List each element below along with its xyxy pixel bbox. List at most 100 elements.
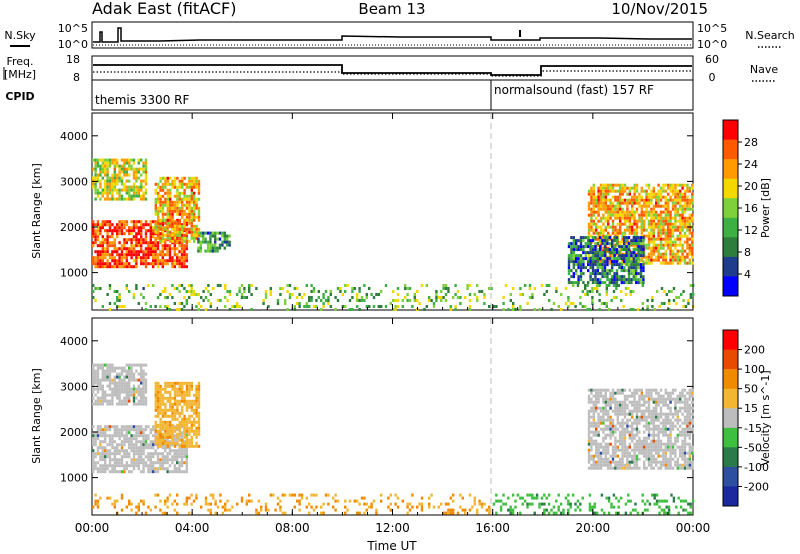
data-cell — [590, 406, 593, 410]
data-cell — [108, 387, 112, 391]
data-cell — [173, 455, 176, 459]
data-cell — [599, 240, 603, 244]
data-cell — [609, 397, 612, 401]
data-cell — [190, 414, 193, 418]
data-cell — [652, 186, 655, 190]
data-cell — [156, 262, 160, 266]
data-cell — [623, 189, 627, 193]
data-cell — [528, 287, 532, 290]
data-cell — [601, 251, 604, 255]
data-cell — [94, 235, 97, 239]
data-cell — [171, 185, 174, 189]
data-cell — [567, 296, 570, 299]
data-cell — [609, 213, 612, 217]
data-cell — [669, 198, 672, 202]
data-cell — [650, 216, 653, 220]
data-cell — [157, 384, 160, 388]
data-cell — [125, 449, 128, 453]
data-cell — [592, 388, 595, 392]
data-cell — [590, 234, 593, 238]
data-cell — [176, 426, 179, 430]
data-cell — [166, 461, 169, 465]
data-cell — [116, 387, 119, 391]
data-cell — [142, 458, 145, 462]
data-cell — [616, 207, 619, 211]
data-cell — [640, 388, 643, 392]
data-cell — [626, 424, 629, 428]
data-cell — [111, 467, 114, 471]
data-cell — [164, 446, 167, 450]
data-cell — [650, 394, 653, 398]
data-cell — [639, 275, 643, 279]
data-cell — [628, 430, 631, 434]
data-cell — [679, 424, 682, 428]
data-cell — [166, 505, 169, 509]
data-cell — [111, 437, 114, 441]
data-cell — [137, 434, 140, 438]
data-cell — [605, 284, 608, 287]
data-cell — [106, 197, 109, 201]
data-cell — [676, 463, 679, 467]
data-cell — [99, 223, 102, 227]
data-cell — [683, 394, 687, 398]
data-cell — [154, 256, 157, 260]
data-cell — [157, 429, 160, 433]
data-cell — [334, 296, 337, 299]
data-cell — [582, 266, 585, 270]
data-cell — [627, 275, 631, 279]
data-cell — [161, 290, 164, 293]
data-cell — [188, 402, 191, 406]
data-cell — [596, 290, 599, 293]
data-cell — [178, 259, 181, 263]
data-cell — [669, 183, 672, 187]
nsky-tick-top: 10^5 — [58, 22, 88, 35]
data-cell — [96, 446, 100, 450]
data-cell — [519, 305, 522, 308]
data-cell — [686, 243, 689, 247]
data-cell — [108, 440, 112, 444]
data-cell — [180, 262, 184, 266]
data-cell — [190, 236, 193, 240]
data-cell — [218, 231, 222, 235]
data-cell — [645, 436, 648, 440]
data-cell — [645, 448, 648, 452]
data-cell — [657, 400, 660, 404]
data-cell — [601, 281, 604, 285]
data-cell — [659, 246, 663, 250]
data-cell — [615, 287, 618, 290]
data-cell — [99, 387, 102, 391]
data-cell — [667, 237, 670, 241]
data-cell — [618, 257, 621, 261]
data-cell — [632, 251, 635, 255]
data-cell — [173, 194, 177, 198]
data-cell — [657, 466, 660, 470]
data-cell — [597, 391, 600, 395]
data-cell — [120, 431, 124, 435]
data-cell — [590, 463, 593, 467]
data-cell — [142, 443, 145, 447]
data-cell — [140, 235, 143, 239]
data-cell — [635, 236, 638, 240]
data-cell — [224, 296, 227, 299]
data-cell — [623, 439, 627, 443]
data-cell — [659, 216, 663, 220]
data-cell — [591, 257, 595, 261]
data-cell — [605, 305, 608, 308]
data-cell — [454, 284, 457, 287]
data-cell — [637, 272, 640, 276]
data-cell — [128, 179, 131, 183]
data-cell — [635, 260, 638, 264]
data-cell — [118, 470, 121, 474]
data-cell — [228, 240, 231, 244]
data-cell — [607, 433, 610, 437]
data-cell — [137, 390, 140, 394]
data-cell — [587, 454, 591, 458]
data-cell — [92, 363, 95, 367]
data-cell — [647, 427, 651, 431]
data-cell — [599, 266, 602, 270]
data-cell — [590, 210, 593, 214]
data-cell — [120, 167, 124, 171]
data-cell — [674, 454, 677, 458]
data-cell — [514, 308, 517, 311]
data-cell — [120, 455, 124, 459]
